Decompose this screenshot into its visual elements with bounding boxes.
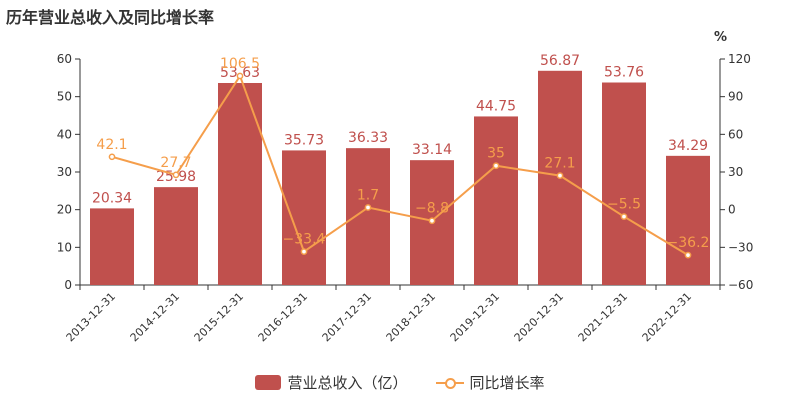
- legend-item-growth[interactable]: 同比增长率: [435, 372, 545, 393]
- y-right-unit: %: [714, 30, 727, 45]
- line-value-label: 42.1: [96, 137, 127, 153]
- x-tick-label: 2015-12-31: [192, 290, 246, 344]
- line-point: [300, 248, 308, 255]
- x-tick-label: 2021-12-31: [576, 290, 630, 344]
- bar-revenue: [474, 116, 518, 285]
- line-point: [428, 217, 436, 225]
- legend-label-growth: 同比增长率: [469, 374, 545, 392]
- bar-value-label: 36.33: [348, 130, 388, 146]
- line-value-label: 27.1: [544, 156, 575, 172]
- line-point: [236, 72, 244, 80]
- y-left-tick-label: 60: [57, 52, 72, 66]
- legend: 营业总收入（亿） 同比增长率: [0, 372, 800, 393]
- bar-value-label: 53.76: [604, 65, 644, 81]
- y-left-tick-label: 10: [57, 240, 72, 254]
- line-value-label: −33.4: [283, 232, 326, 248]
- line-value-label: 1.7: [357, 188, 379, 204]
- bar-value-label: 44.75: [476, 98, 516, 114]
- bar-value-label: 35.73: [284, 132, 324, 148]
- line-point: [492, 162, 500, 170]
- x-tick-label: 2020-12-31: [512, 290, 566, 344]
- legend-label-revenue: 营业总收入（亿）: [287, 374, 408, 392]
- bar-value-label: 20.34: [92, 190, 132, 206]
- legend-bar-swatch: [255, 375, 282, 390]
- line-point: [620, 213, 628, 220]
- line-value-label: 35: [487, 146, 505, 162]
- bar-revenue: [282, 150, 326, 285]
- bar-revenue: [90, 208, 134, 285]
- line-point: [364, 204, 372, 211]
- bar-revenue: [666, 155, 710, 285]
- y-right-tick-label: 60: [728, 127, 743, 141]
- legend-item-revenue[interactable]: 营业总收入（亿）: [255, 372, 408, 393]
- bar-value-label: 56.87: [540, 53, 580, 69]
- x-tick-label: 2019-12-31: [448, 290, 502, 344]
- line-value-label: −36.2: [667, 235, 710, 251]
- x-tick-label: 2018-12-31: [384, 290, 438, 344]
- legend-line-swatch: [435, 375, 464, 390]
- y-right-tick-label: 120: [728, 52, 751, 66]
- y-right-tick-label: −60: [728, 278, 753, 292]
- bar-value-label: 34.29: [668, 138, 708, 154]
- y-right-tick-label: 90: [728, 90, 743, 104]
- line-point: [684, 251, 692, 259]
- line-growth: [111, 73, 689, 256]
- line-value-label: 106.5: [220, 56, 260, 72]
- y-right-tick-label: −30: [728, 240, 753, 254]
- x-tick-label: 2016-12-31: [256, 290, 310, 344]
- bar-revenue: [346, 148, 390, 285]
- line-value-label: −8.8: [415, 201, 449, 217]
- line-point: [108, 153, 116, 161]
- line-point: [556, 172, 564, 179]
- x-tick-label: 2022-12-31: [640, 290, 694, 344]
- bar-value-label: 33.14: [412, 142, 452, 158]
- bar-revenue: [218, 82, 262, 285]
- y-right-tick-label: 0: [728, 203, 736, 217]
- bar-revenue: [602, 82, 646, 285]
- bar-revenue: [154, 187, 198, 285]
- chart-title: 历年营业总收入及同比增长率: [6, 8, 215, 27]
- line-point: [172, 171, 180, 179]
- x-tick-label: 2017-12-31: [320, 290, 374, 344]
- line-value-label: 27.7: [160, 155, 191, 171]
- y-right-tick-label: 30: [728, 165, 743, 179]
- y-left-tick-label: 40: [57, 127, 72, 141]
- y-left-tick-label: 20: [57, 203, 72, 217]
- y-left-tick-label: 0: [64, 278, 72, 292]
- x-tick-label: 2013-12-31: [64, 290, 118, 344]
- line-value-label: −5.5: [607, 197, 641, 213]
- y-left-tick-label: 50: [57, 90, 72, 104]
- x-tick-label: 2014-12-31: [128, 290, 182, 344]
- y-left-tick-label: 30: [57, 165, 72, 179]
